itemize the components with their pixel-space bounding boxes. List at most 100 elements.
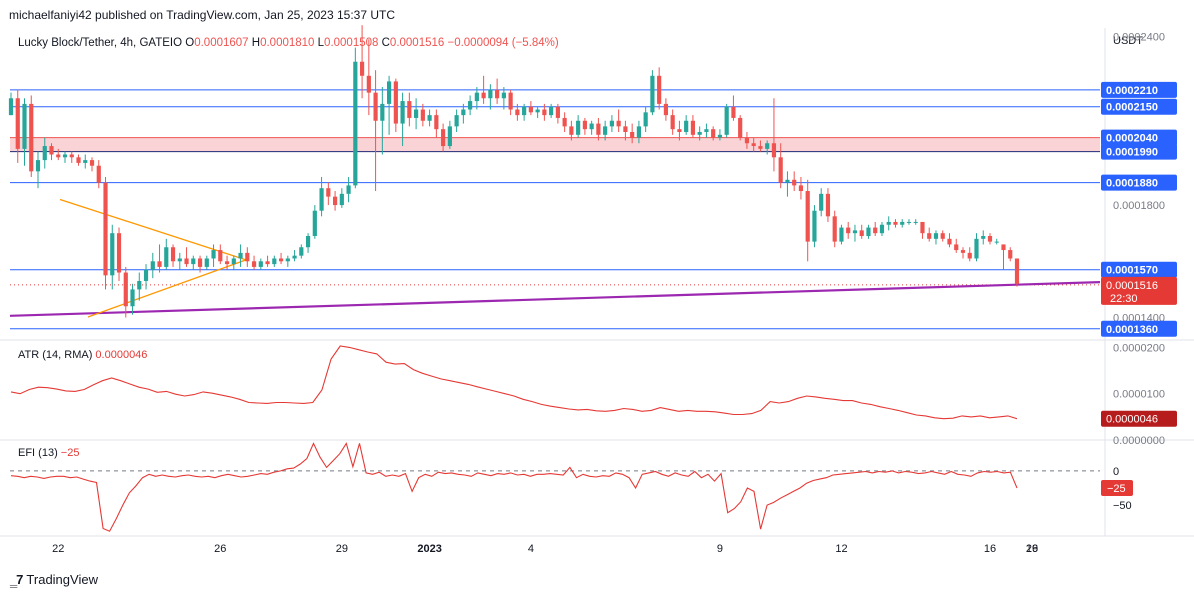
price-axis[interactable]: USDT0.00024000.00018000.00014000.0002210…: [1101, 31, 1177, 512]
candle-body: [636, 126, 641, 138]
candle: [670, 109, 675, 135]
support-trendline[interactable]: [9, 280, 1101, 317]
candle-body: [765, 143, 770, 149]
candle-body: [900, 221, 905, 225]
candle-body: [177, 258, 182, 262]
candle-body: [373, 92, 378, 121]
candle: [596, 117, 601, 141]
candle: [839, 224, 844, 245]
candle-body: [981, 236, 986, 239]
candle-body: [454, 115, 459, 127]
candle: [387, 75, 392, 135]
candle: [920, 221, 925, 239]
horizontal-levels[interactable]: [10, 89, 1100, 330]
candle-body: [528, 106, 533, 113]
candle-body: [839, 227, 844, 242]
candle: [630, 123, 635, 144]
candle: [792, 171, 797, 192]
candle: [258, 258, 263, 270]
price-level-label[interactable]: 0.0002040: [1101, 129, 1177, 146]
efi-legend: EFI (13) −25: [18, 447, 79, 459]
candle-body: [366, 75, 371, 93]
efi-legend-name: EFI (13): [18, 447, 61, 459]
candle: [123, 266, 128, 318]
candle-body: [42, 146, 47, 161]
price-level-label[interactable]: 0.0001990: [1101, 143, 1177, 160]
candle-body: [819, 193, 824, 211]
efi-value-label-text: −25: [1107, 483, 1126, 495]
candle: [1014, 258, 1020, 287]
candle: [272, 255, 277, 267]
candle: [542, 103, 547, 121]
candle: [251, 255, 257, 270]
triangle-upper-line[interactable]: [59, 198, 247, 261]
open-value: 0.0001607: [194, 37, 252, 49]
candle: [238, 244, 243, 267]
candle-body: [292, 255, 297, 259]
candle-body: [96, 165, 101, 183]
candle: [69, 151, 74, 163]
candle-body: [488, 89, 493, 99]
atr-line: [10, 345, 1018, 420]
price-level-label[interactable]: 0.0001570: [1101, 261, 1177, 278]
candle: [177, 252, 182, 270]
price-level-label[interactable]: 0.0001360: [1101, 320, 1177, 337]
price-level-label[interactable]: 0.0002210: [1101, 81, 1177, 98]
tradingview-logo[interactable]: ‗7 TradingView: [10, 572, 98, 587]
chart-legend: Lucky Block/Tether, 4h, GATEIO O0.000160…: [18, 37, 559, 459]
candle-body: [495, 89, 500, 99]
candle: [711, 126, 716, 141]
candle-body: [481, 92, 486, 99]
atr-tick-label: 0.0000100: [1113, 389, 1165, 401]
candle: [278, 252, 284, 265]
candle-body: [920, 221, 925, 234]
candle-body: [238, 252, 243, 259]
candle-body: [353, 61, 358, 186]
candle: [798, 176, 804, 200]
candle: [22, 98, 27, 166]
candle: [265, 255, 270, 267]
candle: [562, 112, 567, 132]
candle: [130, 283, 135, 315]
candle: [785, 171, 790, 197]
candle-body: [1008, 250, 1013, 259]
price-level-label[interactable]: 0.0002150: [1101, 98, 1177, 115]
candle-body: [103, 182, 108, 276]
candle: [56, 148, 61, 161]
candle: [339, 188, 344, 208]
candle-body: [522, 106, 527, 116]
price-level-label[interactable]: 0.0001880: [1101, 174, 1177, 191]
price-level-label-bg: [1101, 261, 1177, 278]
candle: [468, 95, 473, 116]
candle: [569, 120, 574, 141]
candle: [400, 92, 405, 147]
trendline-drawings[interactable]: [9, 198, 1101, 318]
candle: [744, 132, 750, 149]
candle: [137, 272, 142, 301]
candle: [204, 255, 209, 270]
candle-body: [967, 252, 972, 259]
candle: [427, 109, 432, 127]
candle-body: [738, 117, 743, 138]
candle: [900, 219, 905, 228]
atr-value-label-text: 0.0000046: [1106, 414, 1158, 426]
candle: [83, 154, 88, 169]
candle: [778, 143, 783, 189]
supply-zone: [10, 137, 1100, 153]
time-tick-label: 9: [717, 543, 723, 555]
candle: [677, 120, 682, 141]
candle-body: [535, 109, 540, 113]
candle-body: [447, 126, 452, 147]
candle-body: [150, 261, 155, 270]
candle-body: [569, 126, 574, 135]
time-tick-label: 16: [984, 543, 996, 555]
candle: [353, 47, 358, 189]
candle-body: [332, 196, 338, 206]
candle-body: [771, 143, 777, 158]
candle-body: [170, 247, 176, 262]
candle-body: [508, 92, 513, 110]
triangle-lower-line[interactable]: [87, 259, 247, 318]
